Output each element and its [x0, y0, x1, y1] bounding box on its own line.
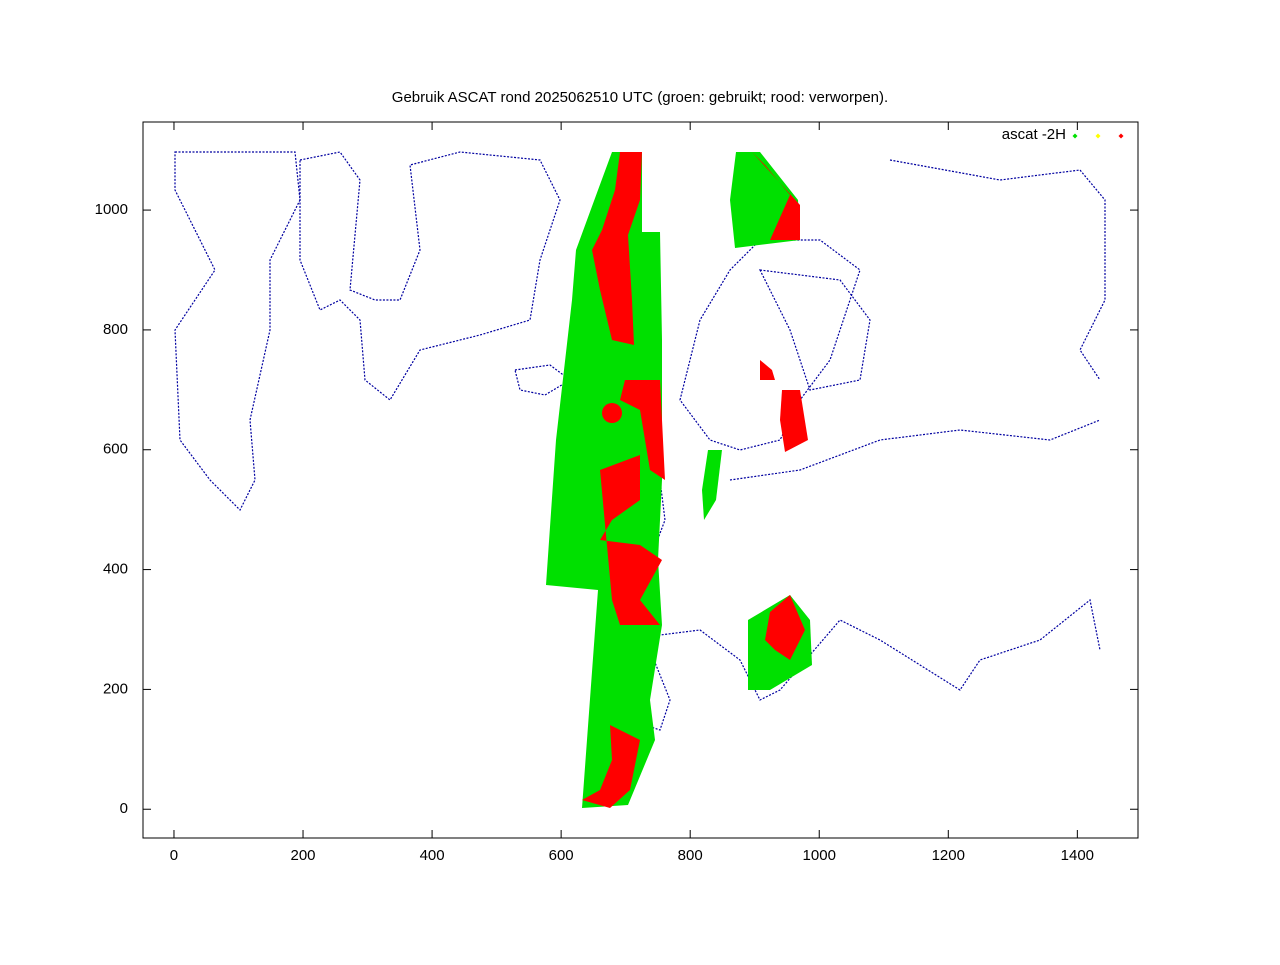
x-tick-label: 1200 [932, 847, 965, 864]
y-tick-label: 1000 [95, 201, 128, 218]
legend-marker [1118, 133, 1124, 139]
x-tick-label: 800 [678, 847, 703, 864]
legend-marker [1095, 133, 1101, 139]
x-tick-label: 400 [420, 847, 445, 864]
y-tick-label: 800 [103, 321, 128, 338]
y-tick-label: 600 [103, 441, 128, 458]
x-tick-label: 1000 [803, 847, 836, 864]
ascat-swaths [546, 152, 812, 808]
x-tick-label: 200 [291, 847, 316, 864]
y-tick-label: 200 [103, 680, 128, 697]
x-tick-label: 1400 [1061, 847, 1094, 864]
y-tick-label: 0 [120, 800, 128, 817]
x-tick-label: 0 [170, 847, 178, 864]
plot-frame [142, 121, 1139, 839]
legend-marker [1072, 133, 1078, 139]
legend-label: ascat -2H [1002, 126, 1066, 143]
x-tick-label: 600 [549, 847, 574, 864]
y-tick-label: 400 [103, 561, 128, 578]
chart-title: Gebruik ASCAT rond 2025062510 UTC (groen… [392, 89, 888, 106]
